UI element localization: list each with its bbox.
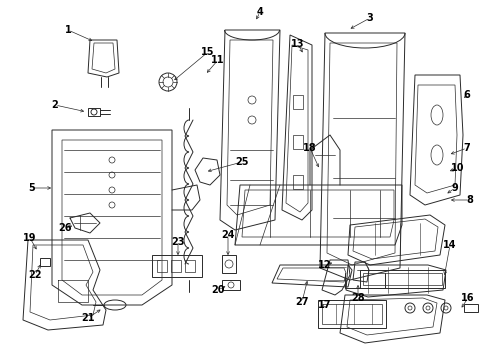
Bar: [293, 175, 303, 189]
Bar: [171, 260, 181, 272]
Text: 20: 20: [211, 285, 225, 295]
Text: 15: 15: [201, 47, 215, 57]
Text: 14: 14: [443, 240, 457, 250]
Text: 3: 3: [367, 13, 373, 23]
Text: 18: 18: [303, 143, 317, 153]
Bar: [152, 255, 202, 277]
Text: 16: 16: [461, 293, 475, 303]
Text: 26: 26: [58, 223, 72, 233]
Bar: [157, 260, 167, 272]
Text: 11: 11: [211, 55, 225, 65]
Text: 4: 4: [257, 7, 264, 17]
Text: 9: 9: [452, 183, 458, 193]
Text: 5: 5: [28, 183, 35, 193]
Text: 19: 19: [23, 233, 37, 243]
Bar: [222, 280, 240, 290]
Bar: [360, 270, 445, 288]
Text: 10: 10: [451, 163, 465, 173]
Bar: [40, 258, 50, 266]
Bar: [185, 260, 195, 272]
Text: 23: 23: [171, 237, 185, 247]
Text: 13: 13: [291, 39, 305, 49]
Text: 22: 22: [28, 270, 42, 280]
Text: 8: 8: [466, 195, 473, 205]
Text: 25: 25: [235, 157, 249, 167]
Text: 17: 17: [318, 300, 332, 310]
Text: 2: 2: [51, 100, 58, 110]
Bar: [88, 108, 100, 116]
Bar: [363, 273, 442, 285]
Bar: [318, 300, 386, 328]
Text: 1: 1: [65, 25, 72, 35]
Text: 7: 7: [464, 143, 470, 153]
Text: 12: 12: [318, 260, 332, 270]
Text: 21: 21: [81, 313, 95, 323]
Text: 6: 6: [464, 90, 470, 100]
Text: 24: 24: [221, 230, 235, 240]
Text: 28: 28: [351, 293, 365, 303]
Bar: [222, 255, 236, 273]
Bar: [293, 135, 303, 149]
Bar: [293, 95, 303, 109]
Text: 27: 27: [295, 297, 309, 307]
Bar: [322, 304, 382, 324]
